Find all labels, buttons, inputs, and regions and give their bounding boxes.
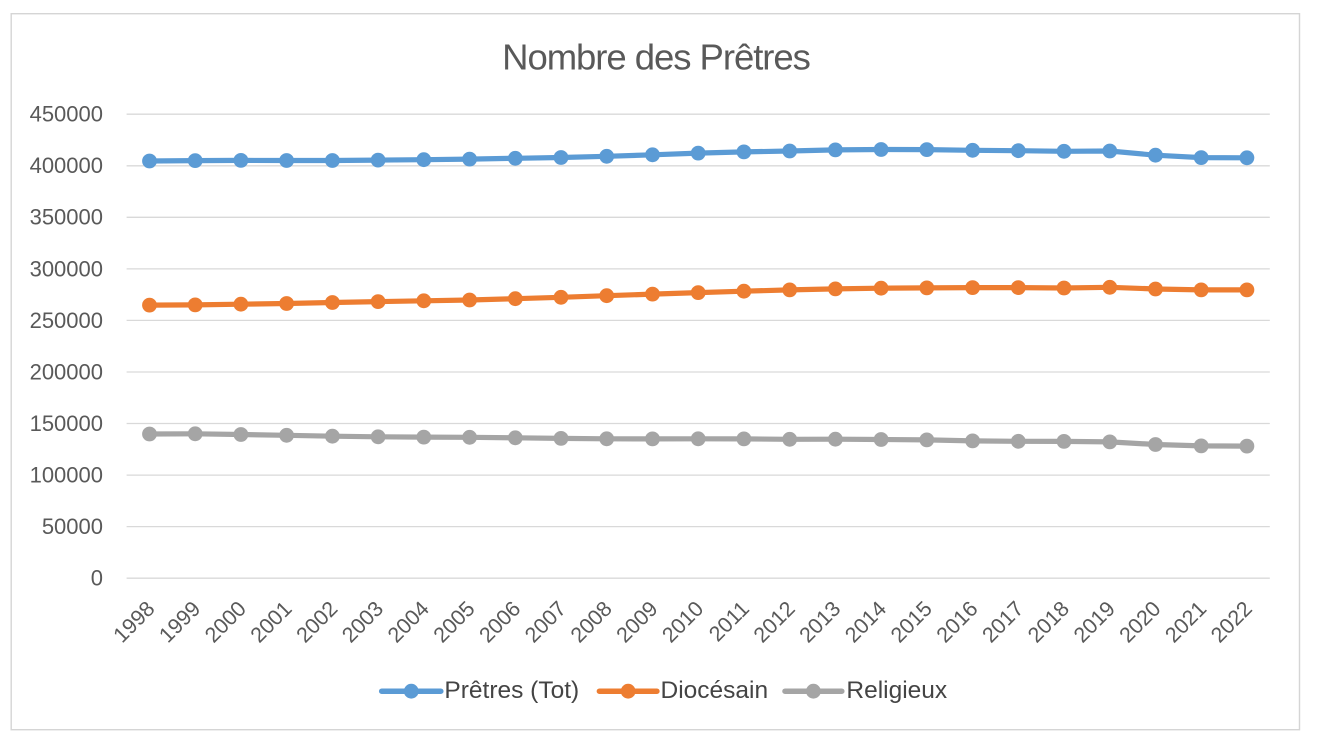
svg-text:Diocésain: Diocésain	[661, 677, 769, 704]
svg-text:250000: 250000	[30, 308, 103, 333]
svg-text:450000: 450000	[30, 102, 103, 127]
svg-text:100000: 100000	[30, 463, 103, 488]
svg-text:200000: 200000	[30, 359, 103, 384]
svg-text:350000: 350000	[30, 205, 103, 230]
svg-text:Nombre des Prêtres: Nombre des Prêtres	[502, 37, 810, 78]
svg-text:300000: 300000	[30, 256, 103, 281]
svg-text:0: 0	[91, 566, 103, 591]
svg-text:Prêtres (Tot): Prêtres (Tot)	[444, 677, 579, 704]
svg-text:Religieux: Religieux	[846, 677, 947, 704]
svg-text:400000: 400000	[30, 153, 103, 178]
svg-text:50000: 50000	[42, 514, 103, 539]
svg-text:150000: 150000	[30, 411, 103, 436]
